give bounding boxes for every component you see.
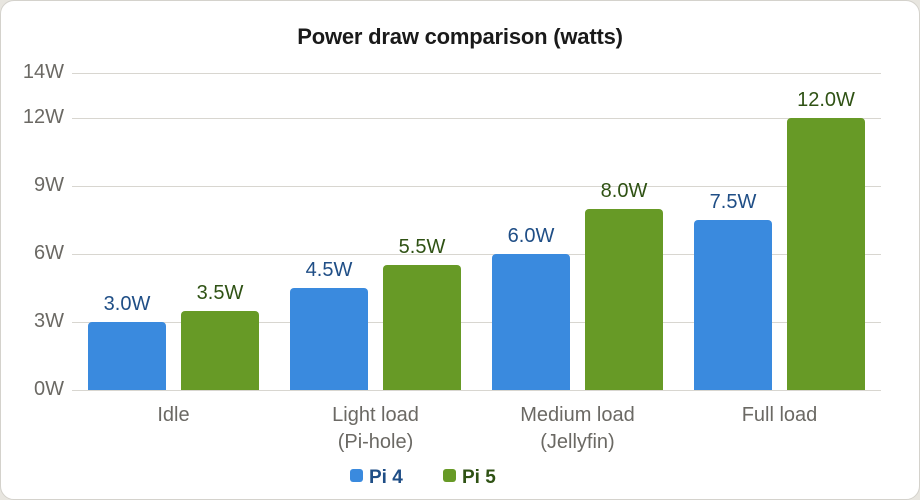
bar-pi5-0: [181, 310, 259, 390]
gridline: [72, 186, 881, 187]
value-label: 3.0W: [103, 293, 151, 315]
gridline: [72, 254, 881, 255]
bar-pi5-3: [787, 118, 865, 390]
x-label-line: Idle: [157, 404, 190, 426]
value-label: 4.5W: [305, 259, 353, 281]
legend-label: Pi 5: [462, 467, 496, 488]
value-label: 7.5W: [709, 191, 757, 213]
x-category-label: Medium load (Jellyfin): [478, 402, 678, 456]
x-label-line: Light load: [332, 404, 419, 426]
x-category-label: Idle: [74, 402, 274, 429]
y-tick-label: 0W: [34, 378, 64, 400]
y-tick-label: 3W: [34, 310, 64, 332]
gridline: [72, 390, 881, 391]
bar-pi4-2: [492, 254, 570, 390]
gridline: [72, 73, 881, 74]
gridline: [72, 118, 881, 119]
x-label-line: (Pi-hole): [337, 431, 414, 453]
chart-title: Power draw comparison (watts): [297, 24, 623, 49]
value-label: 12.0W: [797, 89, 855, 111]
legend-label: Pi 4: [369, 467, 403, 488]
value-label: 8.0W: [600, 179, 648, 202]
value-label: 5.5W: [398, 236, 446, 259]
y-tick-label: 9W: [34, 174, 64, 196]
legend-swatch-icon: [443, 468, 456, 482]
gridline: [72, 322, 881, 323]
x-label-line: (Jellyfin): [540, 431, 615, 453]
x-category-label: Light load (Pi-hole): [276, 402, 476, 456]
bar-pi5-1: [383, 265, 461, 390]
y-tick-label: 12W: [22, 106, 64, 128]
legend: Pi 4 Pi 5: [0, 467, 920, 491]
bar-pi4-1: [290, 288, 368, 390]
bar-pi4-0: [88, 322, 166, 390]
legend-item-pi-4[interactable]: Pi 4: [350, 467, 403, 489]
bar-pi4-3: [694, 220, 772, 390]
x-category-label: Full load: [680, 402, 880, 429]
x-label-line: Full load: [741, 404, 818, 426]
bar-pi5-2: [585, 208, 663, 390]
y-tick-label: 6W: [34, 242, 64, 264]
y-tick-label: 14W: [22, 61, 64, 83]
legend-swatch-icon: [350, 468, 363, 482]
legend-item-pi-5[interactable]: Pi 5: [443, 467, 496, 489]
x-label-line: Medium load: [520, 404, 635, 426]
value-label: 6.0W: [507, 225, 555, 247]
value-label: 3.5W: [196, 281, 244, 304]
